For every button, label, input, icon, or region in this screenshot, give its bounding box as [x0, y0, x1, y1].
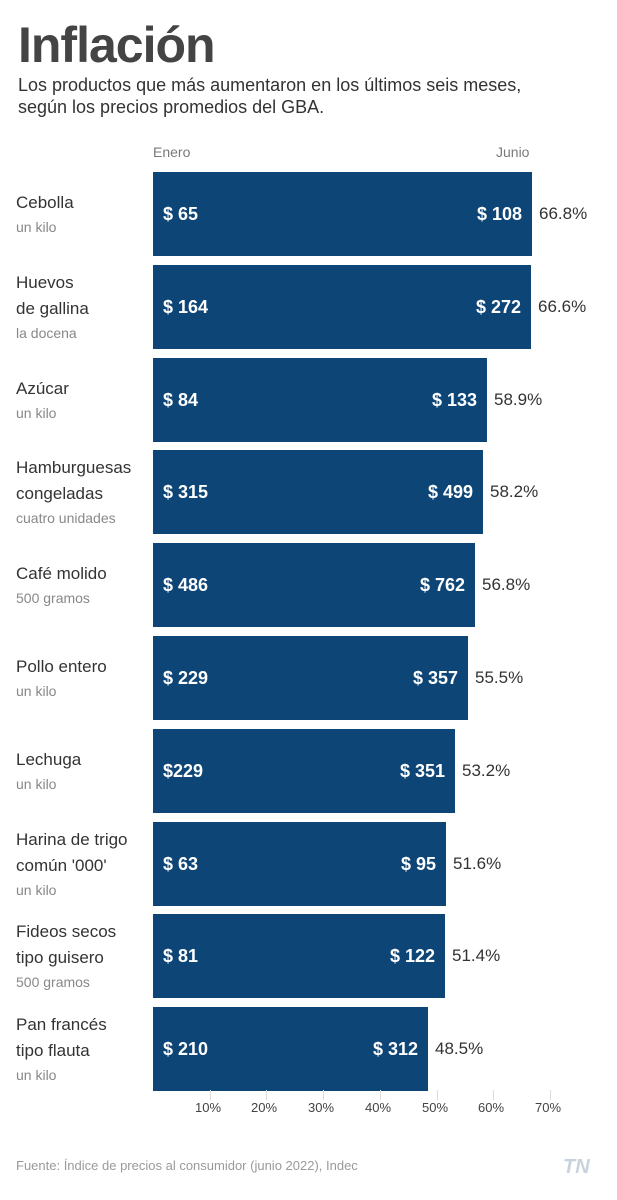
product-name: congeladas [16, 484, 103, 503]
price-january: $ 81 [163, 946, 199, 966]
bar: $ 315 $ 499 [153, 450, 483, 534]
price-january: $ 63 [163, 854, 199, 874]
product-name: tipo guisero [16, 948, 104, 967]
source-note: Fuente: Índice de precios al consumidor … [16, 1158, 358, 1173]
row-label: Pollo entero un kilo [16, 654, 150, 702]
product-unit: un kilo [16, 405, 57, 421]
bar: $ 210 $ 312 [153, 1007, 428, 1091]
product-unit: un kilo [16, 776, 57, 792]
price-june: $ 762 [419, 575, 465, 595]
column-header-end: Junio [496, 144, 530, 160]
row-label: Fideos secos tipo guisero 500 gramos [16, 919, 150, 993]
tick-mark [380, 1090, 381, 1100]
percent-label: 58.9% [494, 390, 543, 409]
product-unit: cuatro unidades [16, 510, 116, 526]
price-january: $ 315 [163, 482, 209, 502]
tick-label: 10% [194, 1100, 222, 1115]
percent-label: 66.6% [538, 297, 587, 316]
price-january: $229 [163, 761, 204, 781]
subtitle-line-1: Los productos que más aumentaron en los … [18, 75, 522, 95]
tick-label: 30% [307, 1100, 335, 1115]
product-unit: la docena [16, 325, 77, 341]
product-name: de gallina [16, 299, 89, 318]
product-unit: 500 gramos [16, 590, 90, 606]
tick-mark [210, 1090, 211, 1100]
price-january: $ 65 [163, 204, 199, 224]
product-unit: un kilo [16, 219, 57, 235]
price-june: $ 108 [476, 204, 522, 224]
price-january: $ 486 [163, 575, 209, 595]
bar: $ 63 $ 95 [153, 822, 446, 906]
tick-label: 50% [421, 1100, 449, 1115]
tn-logo: TN [563, 1156, 590, 1177]
product-unit: un kilo [16, 882, 57, 898]
tick-label: 40% [364, 1100, 392, 1115]
price-june: $ 133 [431, 390, 477, 410]
percent-label: 48.5% [435, 1039, 484, 1058]
tick-mark [550, 1090, 551, 1100]
page-title: Inflación [18, 17, 216, 73]
percent-label: 66.8% [539, 204, 588, 223]
product-name: Pan francés [16, 1015, 107, 1034]
product-name: Cebolla [16, 193, 74, 212]
row-label: Pan francés tipo flauta un kilo [16, 1012, 150, 1086]
bar: $229 $ 351 [153, 729, 455, 813]
percent-label: 58.2% [490, 482, 539, 501]
subtitle: Los productos que más aumentaron en los … [18, 74, 608, 118]
product-unit: 500 gramos [16, 974, 90, 990]
tick-mark [323, 1090, 324, 1100]
tick-mark [266, 1090, 267, 1100]
product-name: Fideos secos [16, 922, 117, 941]
product-name: tipo flauta [16, 1041, 90, 1060]
tick-mark [437, 1090, 438, 1100]
column-header-start: Enero [153, 144, 191, 160]
bar: $ 486 $ 762 [153, 543, 475, 627]
product-name: Huevos [16, 273, 74, 292]
row-label: Hamburguesas congeladas cuatro unidades [16, 455, 150, 529]
price-january: $ 84 [163, 390, 199, 410]
row-label: Harina de trigo común '000' un kilo [16, 827, 150, 901]
product-name: Pollo entero [16, 657, 107, 676]
price-january: $ 164 [163, 297, 209, 317]
tick-mark [493, 1090, 494, 1100]
product-unit: un kilo [16, 683, 57, 699]
bar: $ 164 $ 272 [153, 265, 531, 349]
row-label: Azúcar un kilo [16, 376, 150, 424]
price-june: $ 351 [399, 761, 445, 781]
row-label: Huevos de gallina la docena [16, 270, 150, 344]
price-june: $ 122 [389, 946, 435, 966]
percent-label: 53.2% [462, 761, 511, 780]
price-june: $ 95 [400, 854, 436, 874]
row-label: Café molido 500 gramos [16, 561, 150, 609]
product-unit: un kilo [16, 1067, 57, 1083]
price-june: $ 272 [475, 297, 521, 317]
price-june: $ 312 [372, 1039, 418, 1059]
tn-logo-text: TN [563, 1156, 590, 1177]
price-june: $ 499 [427, 482, 473, 502]
product-name: Lechuga [16, 750, 82, 769]
price-january: $ 210 [163, 1039, 209, 1059]
percent-label: 55.5% [475, 668, 524, 687]
tick-label: 70% [534, 1100, 562, 1115]
price-january: $ 229 [163, 668, 209, 688]
bar: $ 229 $ 357 [153, 636, 468, 720]
tick-label: 60% [477, 1100, 505, 1115]
product-name: Harina de trigo [16, 830, 128, 849]
row-label: Cebolla un kilo [16, 190, 150, 238]
tick-label: 20% [250, 1100, 278, 1115]
product-name: Hamburguesas [16, 458, 132, 477]
product-name: común '000' [16, 856, 107, 875]
row-label: Lechuga un kilo [16, 747, 150, 795]
bar: $ 65 $ 108 [153, 172, 532, 256]
subtitle-line-2: según los precios promedios del GBA. [18, 97, 325, 117]
percent-label: 51.6% [453, 854, 502, 873]
bar: $ 81 $ 122 [153, 914, 445, 998]
percent-label: 56.8% [482, 575, 531, 594]
percent-label: 51.4% [452, 946, 501, 965]
price-june: $ 357 [412, 668, 458, 688]
bar: $ 84 $ 133 [153, 358, 487, 442]
product-name: Café molido [16, 564, 107, 583]
product-name: Azúcar [16, 379, 69, 398]
